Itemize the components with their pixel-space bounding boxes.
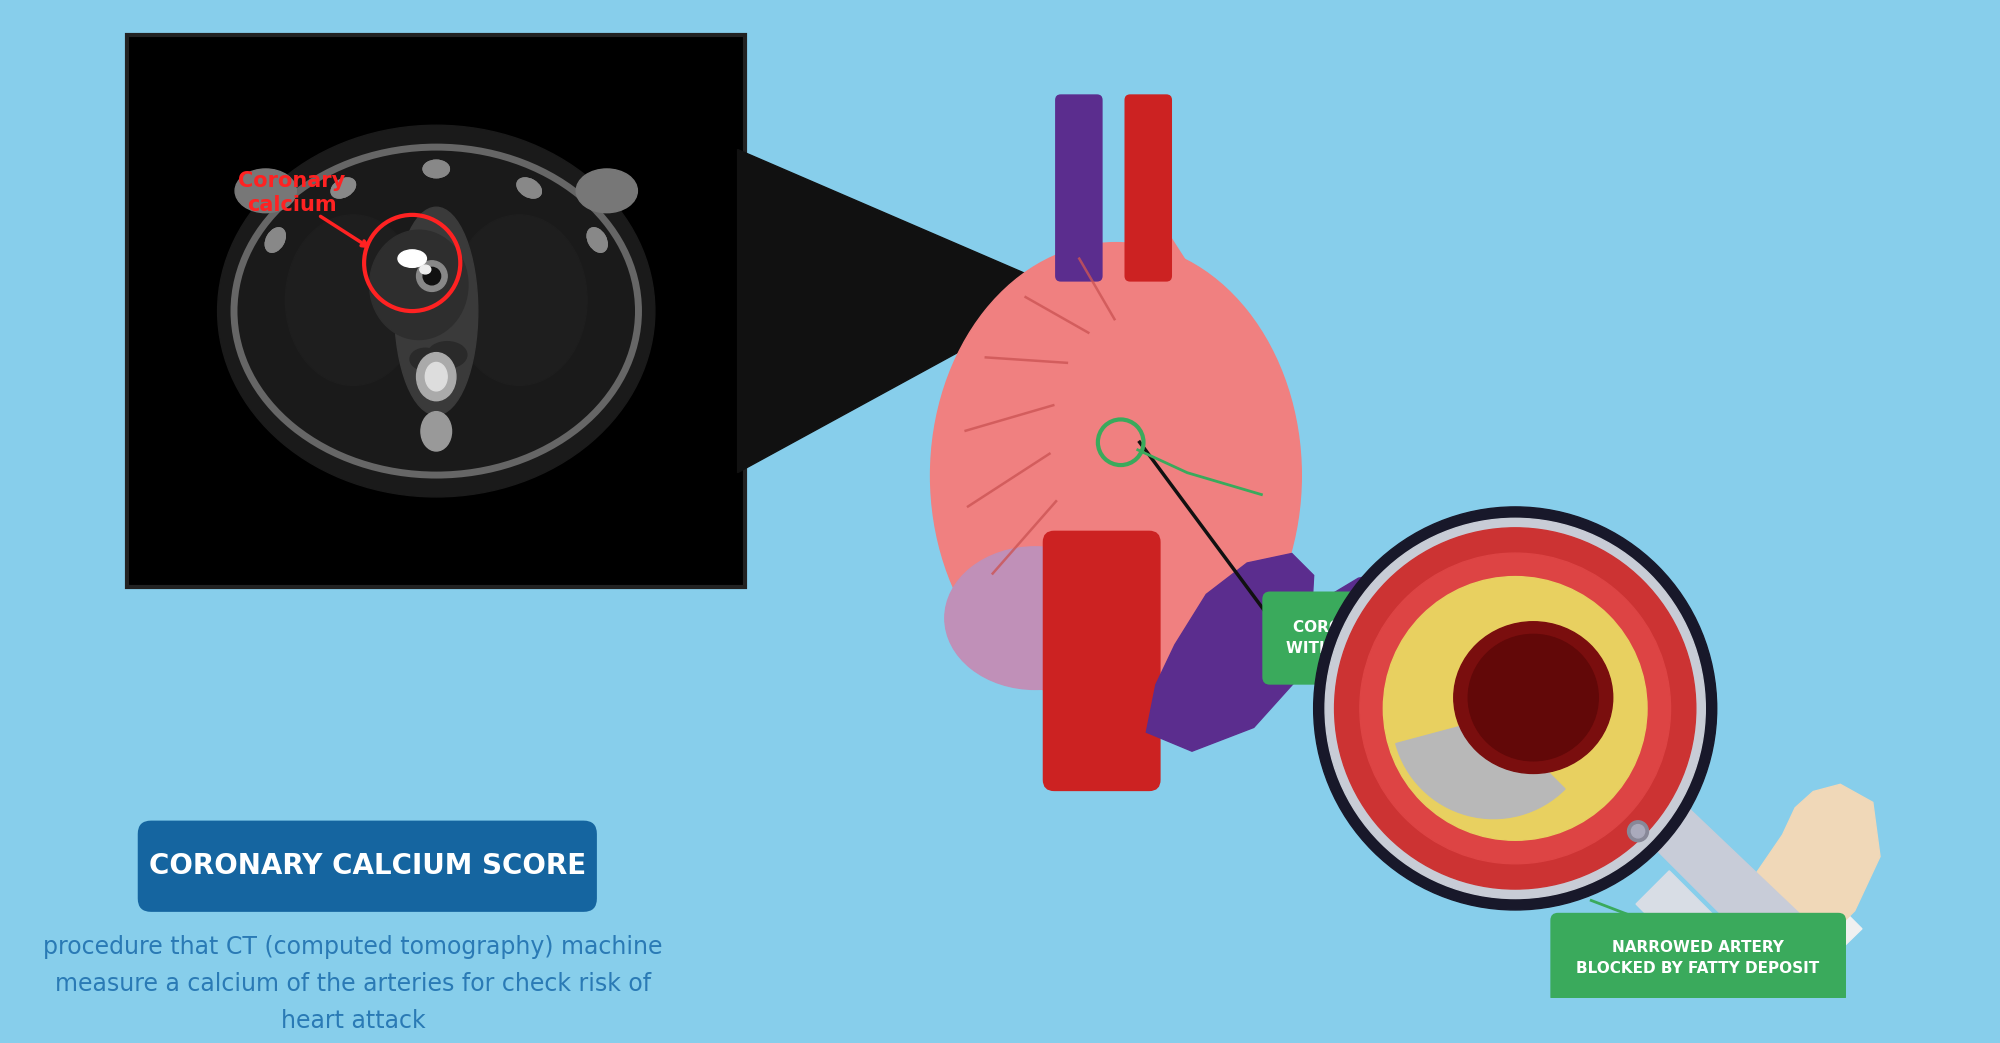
Circle shape bbox=[1334, 528, 1696, 889]
Ellipse shape bbox=[286, 215, 420, 386]
Ellipse shape bbox=[576, 169, 638, 213]
Text: CORONARY CALCIUM SCORE: CORONARY CALCIUM SCORE bbox=[148, 852, 586, 880]
FancyBboxPatch shape bbox=[1550, 913, 1846, 1004]
FancyBboxPatch shape bbox=[1262, 591, 1492, 684]
Circle shape bbox=[1384, 577, 1648, 841]
Ellipse shape bbox=[420, 412, 452, 451]
Polygon shape bbox=[738, 149, 1068, 472]
Circle shape bbox=[1632, 825, 1644, 838]
Ellipse shape bbox=[236, 169, 296, 213]
Ellipse shape bbox=[332, 178, 356, 198]
Ellipse shape bbox=[266, 227, 286, 252]
FancyBboxPatch shape bbox=[1124, 94, 1172, 282]
Polygon shape bbox=[1704, 784, 1880, 1001]
FancyBboxPatch shape bbox=[128, 35, 746, 587]
Ellipse shape bbox=[410, 348, 440, 370]
Polygon shape bbox=[1368, 632, 1418, 675]
Ellipse shape bbox=[516, 178, 542, 198]
Ellipse shape bbox=[424, 161, 450, 177]
Ellipse shape bbox=[1454, 622, 1612, 774]
Ellipse shape bbox=[332, 178, 356, 198]
Ellipse shape bbox=[424, 267, 440, 285]
Text: procedure that CT (computed tomography) machine
measure a calcium of the arterie: procedure that CT (computed tomography) … bbox=[44, 935, 662, 1034]
Ellipse shape bbox=[416, 353, 456, 401]
Ellipse shape bbox=[394, 208, 478, 415]
Ellipse shape bbox=[398, 250, 426, 267]
Ellipse shape bbox=[944, 547, 1126, 689]
Circle shape bbox=[1628, 821, 1648, 842]
Ellipse shape bbox=[420, 265, 430, 274]
Polygon shape bbox=[1282, 568, 1432, 663]
Ellipse shape bbox=[218, 125, 654, 496]
Circle shape bbox=[1360, 553, 1670, 864]
Ellipse shape bbox=[426, 363, 448, 391]
Ellipse shape bbox=[516, 178, 542, 198]
Polygon shape bbox=[954, 219, 1288, 418]
Polygon shape bbox=[1628, 780, 1808, 965]
Ellipse shape bbox=[930, 243, 1302, 708]
Ellipse shape bbox=[588, 227, 608, 252]
Text: CORONARY ARTERY
WITH CALCIFICATION: CORONARY ARTERY WITH CALCIFICATION bbox=[1286, 621, 1466, 656]
Circle shape bbox=[1314, 507, 1716, 909]
FancyBboxPatch shape bbox=[1042, 531, 1160, 792]
Text: Coronary
calcium: Coronary calcium bbox=[238, 171, 346, 215]
Polygon shape bbox=[1636, 871, 1810, 1043]
Ellipse shape bbox=[1468, 634, 1598, 760]
Ellipse shape bbox=[428, 342, 466, 368]
Text: NARROWED ARTERY
BLOCKED BY FATTY DEPOSIT: NARROWED ARTERY BLOCKED BY FATTY DEPOSIT bbox=[1576, 941, 1820, 976]
Ellipse shape bbox=[588, 227, 608, 252]
Ellipse shape bbox=[266, 227, 286, 252]
Ellipse shape bbox=[416, 261, 448, 291]
Ellipse shape bbox=[452, 215, 588, 386]
FancyBboxPatch shape bbox=[138, 821, 596, 912]
Ellipse shape bbox=[424, 161, 450, 177]
FancyBboxPatch shape bbox=[1056, 94, 1102, 282]
Polygon shape bbox=[1146, 554, 1314, 751]
Wedge shape bbox=[1396, 718, 1566, 819]
Ellipse shape bbox=[370, 231, 468, 340]
Circle shape bbox=[1326, 518, 1706, 899]
Polygon shape bbox=[1764, 898, 1862, 994]
